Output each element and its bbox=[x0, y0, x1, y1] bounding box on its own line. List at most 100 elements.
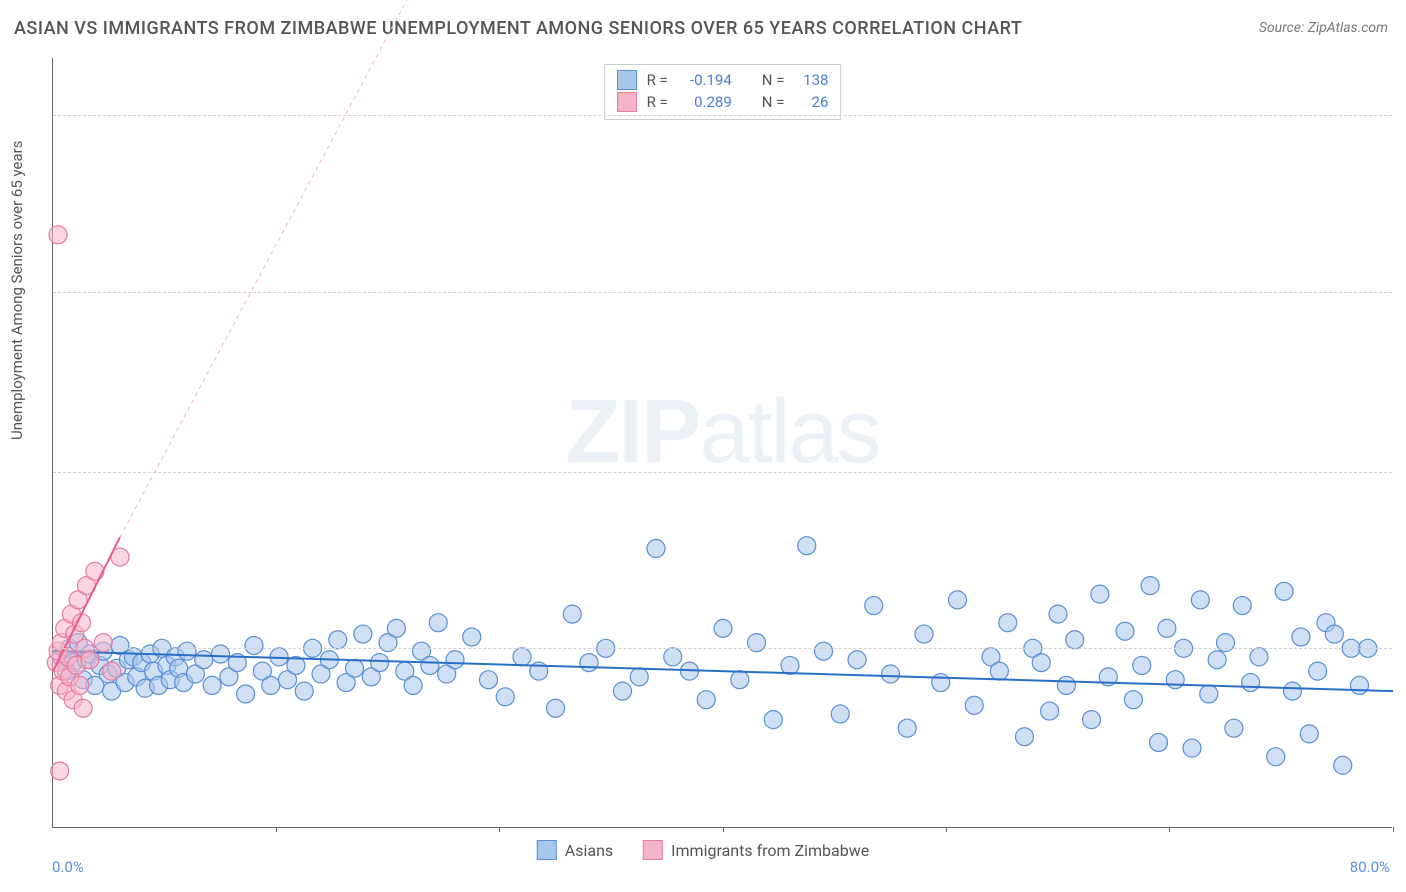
stats-legend-row: R =0.289N =26 bbox=[617, 91, 829, 113]
scatter-point bbox=[764, 711, 782, 729]
scatter-point bbox=[1191, 591, 1209, 609]
scatter-point bbox=[1351, 676, 1369, 694]
scatter-point bbox=[86, 562, 104, 580]
scatter-point bbox=[630, 668, 648, 686]
scatter-point bbox=[446, 651, 464, 669]
scatter-point bbox=[387, 619, 405, 637]
scatter-point bbox=[371, 654, 389, 672]
scatter-point bbox=[815, 642, 833, 660]
scatter-point bbox=[178, 642, 196, 660]
scatter-point bbox=[1284, 682, 1302, 700]
scatter-point bbox=[1225, 719, 1243, 737]
scatter-point bbox=[1066, 631, 1084, 649]
scatter-point bbox=[1200, 685, 1218, 703]
n-value: 26 bbox=[794, 91, 828, 113]
scatter-point bbox=[999, 614, 1017, 632]
stats-legend: R =-0.194N =138R =0.289N =26 bbox=[604, 64, 842, 120]
scatter-point bbox=[915, 625, 933, 643]
legend-swatch bbox=[617, 92, 637, 112]
series-legend: Asians Immigrants from Zimbabwe bbox=[537, 840, 869, 860]
scatter-point bbox=[731, 671, 749, 689]
scatter-point bbox=[990, 662, 1008, 680]
scatter-point bbox=[74, 699, 92, 717]
n-label: N = bbox=[762, 69, 785, 91]
scatter-point bbox=[781, 656, 799, 674]
scatter-point bbox=[714, 619, 732, 637]
scatter-point bbox=[421, 656, 439, 674]
scatter-point bbox=[1267, 748, 1285, 766]
scatter-point bbox=[480, 671, 498, 689]
gridline bbox=[53, 472, 1392, 473]
scatter-point bbox=[1275, 582, 1293, 600]
scatter-point bbox=[245, 636, 263, 654]
scatter-point bbox=[547, 699, 565, 717]
scatter-point bbox=[513, 648, 531, 666]
scatter-point bbox=[1041, 702, 1059, 720]
legend-label: Asians bbox=[565, 841, 613, 860]
legend-item: Asians bbox=[537, 840, 613, 860]
x-axis-min-label: 0.0% bbox=[52, 858, 84, 876]
scatter-point bbox=[1083, 711, 1101, 729]
gridline bbox=[53, 648, 1392, 649]
scatter-point bbox=[1057, 676, 1075, 694]
x-tick bbox=[946, 827, 947, 832]
chart-title: ASIAN VS IMMIGRANTS FROM ZIMBABWE UNEMPL… bbox=[14, 18, 1022, 39]
scatter-svg bbox=[53, 58, 1392, 827]
scatter-point bbox=[1325, 625, 1343, 643]
x-tick bbox=[276, 827, 277, 832]
x-tick bbox=[1393, 827, 1394, 832]
x-tick bbox=[1169, 827, 1170, 832]
scatter-point bbox=[965, 696, 983, 714]
source-credit: Source: ZipAtlas.com bbox=[1259, 20, 1388, 36]
scatter-point bbox=[1158, 619, 1176, 637]
x-axis-max-label: 80.0% bbox=[1350, 858, 1390, 876]
scatter-point bbox=[664, 648, 682, 666]
scatter-point bbox=[262, 676, 280, 694]
scatter-point bbox=[1183, 739, 1201, 757]
scatter-point bbox=[346, 659, 364, 677]
legend-swatch bbox=[537, 840, 557, 860]
scatter-point bbox=[1334, 756, 1352, 774]
scatter-point bbox=[1166, 671, 1184, 689]
gridline bbox=[53, 292, 1392, 293]
legend-swatch bbox=[617, 70, 637, 90]
scatter-point bbox=[882, 665, 900, 683]
scatter-point bbox=[103, 662, 121, 680]
scatter-point bbox=[496, 688, 514, 706]
y-axis-label: Unemployment Among Seniors over 65 years bbox=[8, 141, 26, 440]
scatter-point bbox=[49, 226, 67, 244]
scatter-point bbox=[354, 625, 372, 643]
scatter-point bbox=[429, 614, 447, 632]
scatter-point bbox=[580, 654, 598, 672]
scatter-point bbox=[798, 537, 816, 555]
scatter-point bbox=[1208, 651, 1226, 669]
legend-label: Immigrants from Zimbabwe bbox=[671, 841, 869, 860]
scatter-point bbox=[1141, 577, 1159, 595]
scatter-point bbox=[865, 597, 883, 615]
scatter-point bbox=[1133, 656, 1151, 674]
scatter-point bbox=[949, 591, 967, 609]
scatter-point bbox=[463, 628, 481, 646]
x-tick bbox=[723, 827, 724, 832]
scatter-point bbox=[81, 651, 99, 669]
scatter-point bbox=[71, 676, 89, 694]
trend-line-extrapolated bbox=[120, 0, 422, 537]
r-value: -0.194 bbox=[678, 69, 732, 91]
scatter-point bbox=[1292, 628, 1310, 646]
scatter-point bbox=[295, 682, 313, 700]
scatter-point bbox=[614, 682, 632, 700]
scatter-point bbox=[1300, 725, 1318, 743]
scatter-point bbox=[1150, 733, 1168, 751]
scatter-point bbox=[1016, 728, 1034, 746]
scatter-point bbox=[563, 605, 581, 623]
scatter-point bbox=[1091, 585, 1109, 603]
legend-item: Immigrants from Zimbabwe bbox=[643, 840, 869, 860]
scatter-point bbox=[1124, 691, 1142, 709]
scatter-point bbox=[932, 674, 950, 692]
scatter-point bbox=[195, 651, 213, 669]
scatter-point bbox=[898, 719, 916, 737]
legend-swatch bbox=[643, 840, 663, 860]
r-label: R = bbox=[647, 69, 668, 91]
scatter-point bbox=[203, 676, 221, 694]
scatter-point bbox=[1233, 597, 1251, 615]
